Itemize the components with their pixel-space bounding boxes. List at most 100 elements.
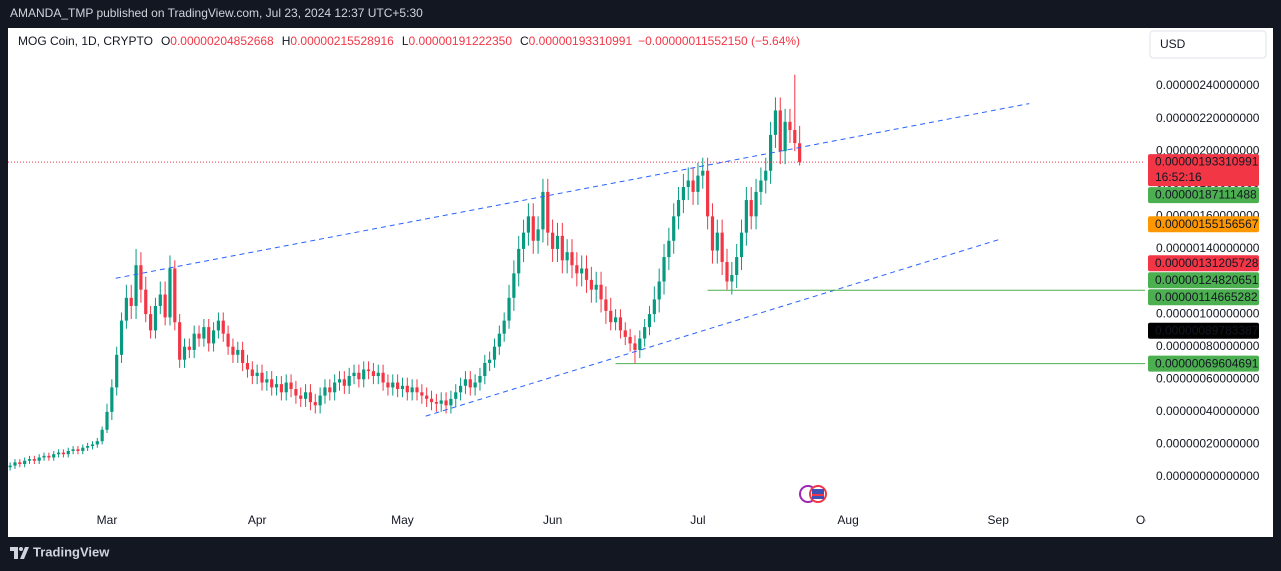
candle-body [744, 200, 748, 233]
candle-body [706, 170, 710, 217]
candle-body [47, 455, 51, 458]
candle-body [686, 180, 690, 188]
x-tick-label: May [391, 513, 414, 527]
change: −0.00000011552150 (−5.64%) [638, 34, 800, 48]
candle-body [667, 240, 671, 258]
x-tick-label: Aug [837, 513, 858, 527]
y-tick-label: 0.00000220000000 [1156, 111, 1260, 125]
candle-body [86, 446, 90, 448]
price-label-box [1148, 255, 1259, 272]
candle-body [197, 333, 201, 339]
candle-body [260, 372, 264, 383]
candle-body [541, 191, 545, 230]
candle-body [144, 289, 148, 315]
candle-body [207, 327, 211, 344]
candle-body [429, 398, 434, 403]
price-label: 0.00000124820651 [1155, 273, 1259, 287]
candle-body [652, 299, 656, 315]
price-label-box [1148, 355, 1259, 372]
x-tick-label: Mar [97, 513, 118, 527]
price-label: 0.00000155156567 [1155, 217, 1259, 231]
candle-body [623, 330, 627, 337]
candle-body [265, 379, 269, 383]
candle-body [478, 376, 482, 383]
candle-body [158, 294, 162, 306]
candle-body [773, 110, 778, 135]
candle-body [676, 200, 681, 217]
candle-body [241, 349, 245, 363]
ohlc-key: C [520, 34, 529, 48]
candle-body [386, 382, 390, 388]
candle-body [613, 317, 618, 323]
candle-body [366, 369, 371, 372]
candle-body [764, 170, 768, 181]
candle-body [328, 387, 332, 393]
candle-body [139, 265, 143, 290]
candle-body [594, 284, 598, 290]
candle-body [303, 392, 308, 399]
candle-body [357, 372, 361, 380]
candle-body [299, 395, 303, 399]
candle-body [178, 322, 182, 360]
candle-body [231, 346, 235, 355]
candle-body [216, 320, 221, 331]
candle-body [284, 382, 288, 393]
candle-body [507, 297, 511, 321]
candle-body [71, 449, 75, 451]
price-label-box [1148, 272, 1259, 289]
candle-body [333, 382, 337, 393]
candle-body [725, 261, 729, 282]
x-tick-label: Apr [248, 513, 267, 527]
candle-body [798, 143, 802, 163]
y-tick-label: 0.00000200000000 [1156, 143, 1260, 157]
candle-body [66, 450, 70, 455]
candle-body [584, 268, 589, 280]
candle-body [337, 379, 342, 383]
y-tick-label: 0.00000100000000 [1156, 306, 1260, 320]
ohlc-key: L [402, 34, 409, 48]
candle-body [61, 452, 66, 455]
candle-body [502, 320, 506, 334]
candle-body [517, 248, 521, 274]
y-tick-label: 0.00000020000000 [1156, 437, 1260, 451]
candle-body [473, 382, 477, 388]
candle-body [90, 444, 95, 447]
candle-body [628, 336, 632, 344]
candle-body [202, 327, 206, 339]
event-icons [799, 485, 827, 503]
candle-body [739, 232, 744, 258]
candle-body [778, 110, 782, 152]
published-line: AMANDA_TMP published on TradingView.com,… [10, 6, 423, 20]
candle-body [715, 232, 719, 251]
ohlc-value: 0.00000191222350 [409, 34, 513, 48]
currency[interactable]: USD [1160, 37, 1186, 51]
candle-body [376, 372, 380, 377]
brand: TradingView [33, 544, 110, 559]
price-label: 0.00000187111488 [1155, 188, 1257, 202]
candle-body [793, 129, 797, 144]
candle-body [458, 385, 463, 393]
brand-logo [10, 547, 29, 559]
candle-body [400, 385, 405, 390]
candle-body [463, 379, 468, 386]
ohlc-value: 0.00000215528916 [290, 34, 394, 48]
candle-body [609, 310, 613, 323]
currency-button[interactable] [1149, 30, 1267, 59]
candle-body [173, 268, 177, 323]
candle-body [396, 382, 400, 390]
candle-body [289, 382, 293, 390]
y-tick-label: 0.00000140000000 [1156, 241, 1260, 255]
candle-body [696, 175, 700, 192]
candle-body [81, 447, 85, 451]
candle-body [342, 379, 346, 386]
candle-body [565, 252, 569, 261]
candle-body [449, 398, 453, 406]
x-tick-label: Jul [690, 513, 705, 527]
candle-body [551, 232, 555, 249]
candle-body [318, 395, 322, 406]
candle-body [226, 333, 230, 347]
price-label-box [1148, 187, 1259, 204]
candle-body [647, 314, 652, 328]
candle-body [468, 379, 472, 388]
